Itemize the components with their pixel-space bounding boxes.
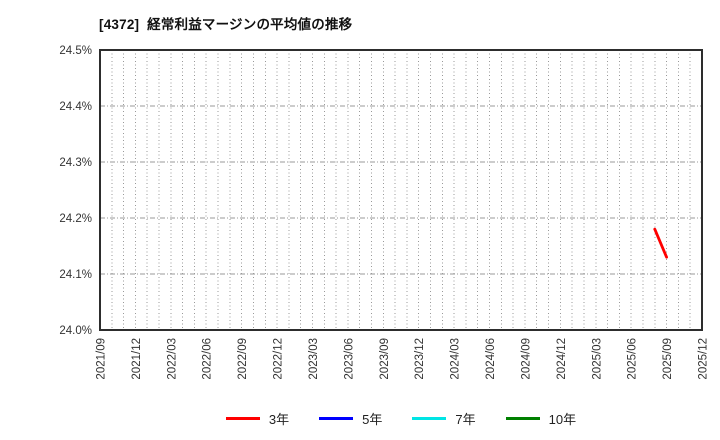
x-tick-label: 2024/09 <box>520 338 532 380</box>
y-tick-label: 24.2% <box>59 213 92 225</box>
y-tick-label: 24.0% <box>59 325 92 337</box>
x-tick-label: 2023/09 <box>379 338 391 380</box>
x-tick-label: 2024/12 <box>556 338 568 380</box>
legend-swatch-7年 <box>412 417 447 420</box>
legend-swatch-10年 <box>505 417 540 420</box>
legend-item-5年: 5年 <box>319 409 382 428</box>
legend-item-3年: 3年 <box>225 409 290 428</box>
x-tick-label: 2021/09 <box>96 338 108 380</box>
x-tick-label: 2022/03 <box>166 338 178 380</box>
chart-title: [4372] 経常利益マージンの平均値の推移 <box>99 17 353 32</box>
x-tick-label: 2025/06 <box>627 338 639 380</box>
legend-label: 10年 <box>548 412 577 427</box>
x-tick-label: 2022/06 <box>202 338 214 380</box>
legend-item-10年: 10年 <box>505 409 577 428</box>
series-line-3年 <box>653 227 668 259</box>
plot-area: 24.0% 24.1% 24.2% 24.3% 24.4% 24.5% 2021/09 202… <box>59 45 710 380</box>
y-tick-label: 24.5% <box>59 45 92 57</box>
x-tick-label: 2023/03 <box>308 338 320 380</box>
x-tick-label: 2023/06 <box>343 338 355 380</box>
legend-label: 3年 <box>268 412 290 427</box>
x-tick-label: 2021/12 <box>131 338 143 380</box>
x-tick-label: 2022/12 <box>273 338 285 380</box>
legend-label: 5年 <box>362 412 383 427</box>
x-tick-label: 2024/03 <box>450 338 462 380</box>
x-tick-label: 2025/09 <box>662 338 674 380</box>
y-tick-label: 24.1% <box>59 269 92 281</box>
plot-border <box>99 49 703 331</box>
legend-label: 7年 <box>455 412 476 427</box>
x-tick-label: 2024/06 <box>485 338 497 380</box>
y-tick-label: 24.4% <box>59 101 92 113</box>
x-tick-label: 2023/12 <box>414 338 426 380</box>
x-tick-label: 2022/09 <box>237 338 249 380</box>
legend-item-7年: 7年 <box>412 409 476 428</box>
legend-swatch-5年 <box>319 417 354 420</box>
x-tick-label: 2025/12 <box>698 338 710 380</box>
legend: 3年 5年 7年 10年 <box>100 409 702 428</box>
x-tick-label: 2025/03 <box>591 338 603 380</box>
legend-swatch-3年 <box>225 417 260 420</box>
y-tick-label: 24.3% <box>59 157 92 169</box>
